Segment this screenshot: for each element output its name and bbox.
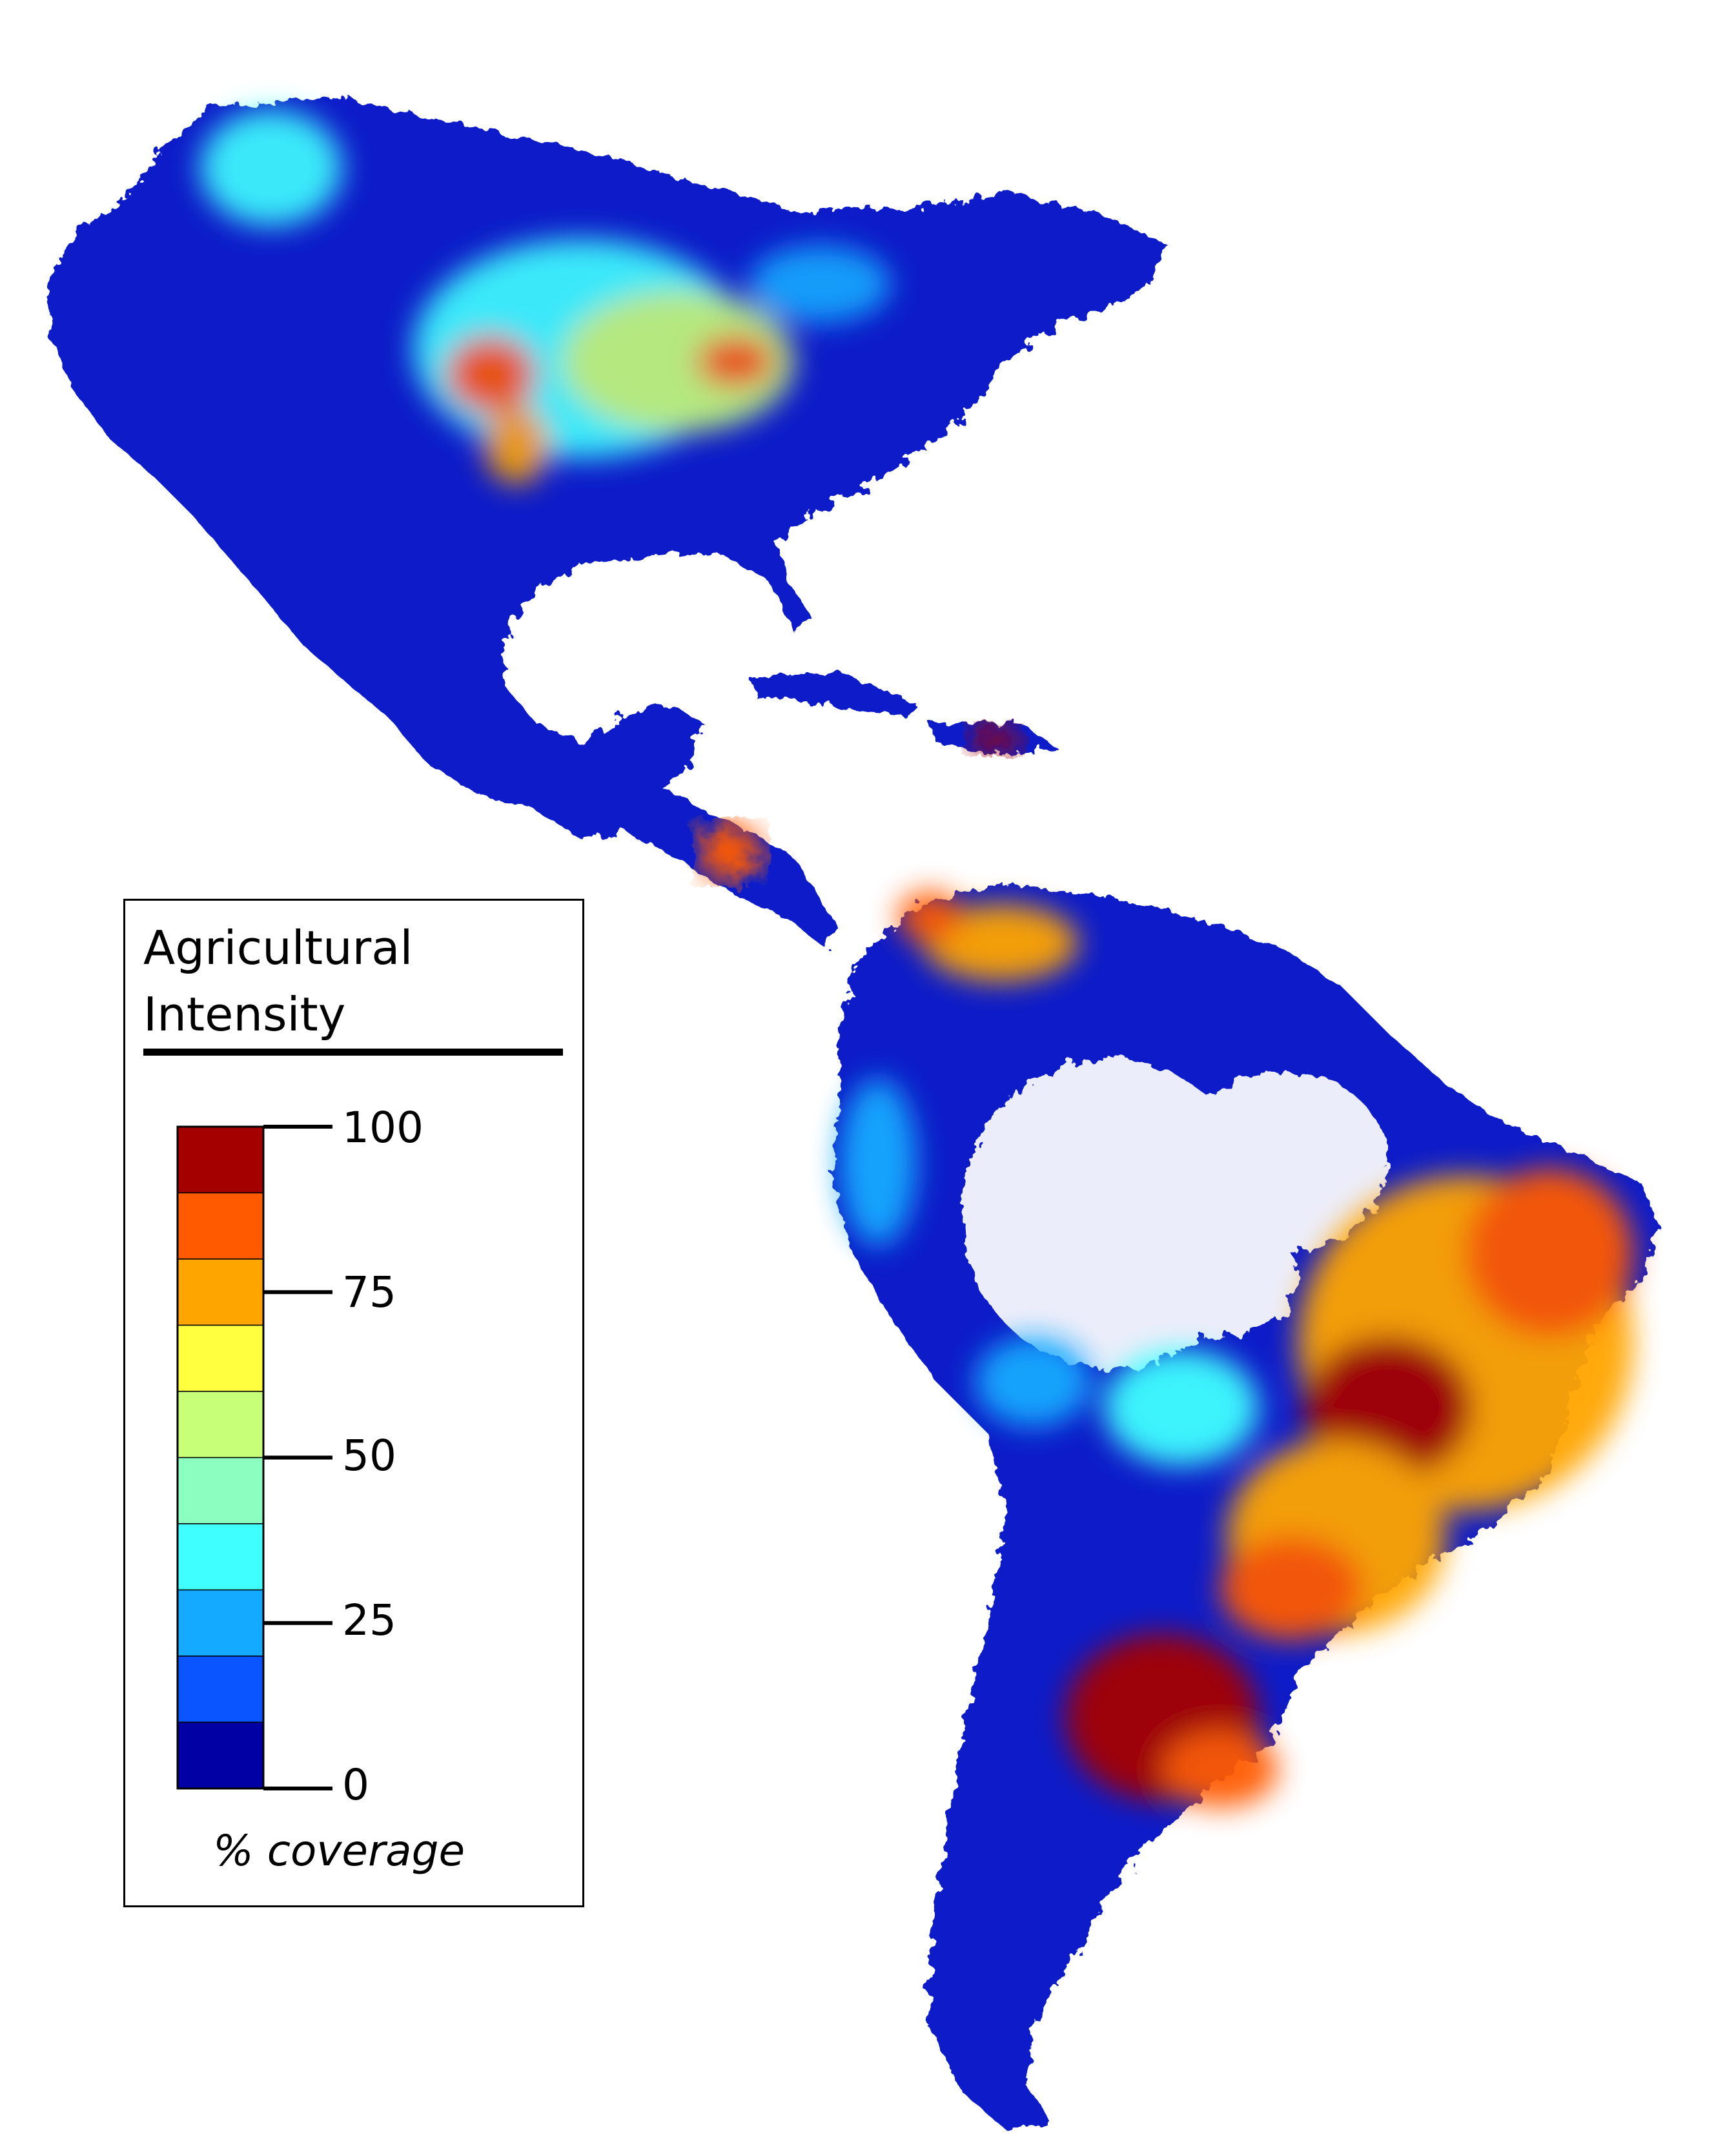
colorbar-swatch	[177, 1391, 264, 1459]
colorbar-swatch	[177, 1126, 264, 1194]
caribbean-islands	[749, 671, 1059, 755]
north-america-cropland	[200, 110, 891, 484]
legend-title-underline	[143, 1049, 563, 1056]
colorbar-swatch	[177, 1721, 264, 1789]
colorbar-swatch	[177, 1258, 264, 1326]
legend-title-line1: Agricultural	[143, 921, 413, 975]
legend-title-line2: Intensity	[143, 987, 346, 1041]
colorbar-swatch	[177, 1192, 264, 1260]
amazon-sparse-area	[962, 1059, 1388, 1369]
tick-label-0: 0	[342, 1760, 369, 1810]
tick-label-75: 75	[342, 1267, 396, 1317]
tick-label-25: 25	[342, 1595, 396, 1645]
colorbar-swatch	[177, 1655, 264, 1723]
colorbar-swatch	[177, 1457, 264, 1524]
colorbar-swatch	[177, 1324, 264, 1392]
tick-label-50: 50	[342, 1431, 396, 1481]
colorbar-swatch	[177, 1589, 264, 1657]
central-america-landmass	[555, 755, 839, 949]
colorbar-swatch	[177, 1523, 264, 1591]
legend-unit-label: % coverage	[213, 1826, 465, 1876]
tick-label-100: 100	[342, 1103, 424, 1153]
south-america-cropland	[839, 891, 1633, 1808]
